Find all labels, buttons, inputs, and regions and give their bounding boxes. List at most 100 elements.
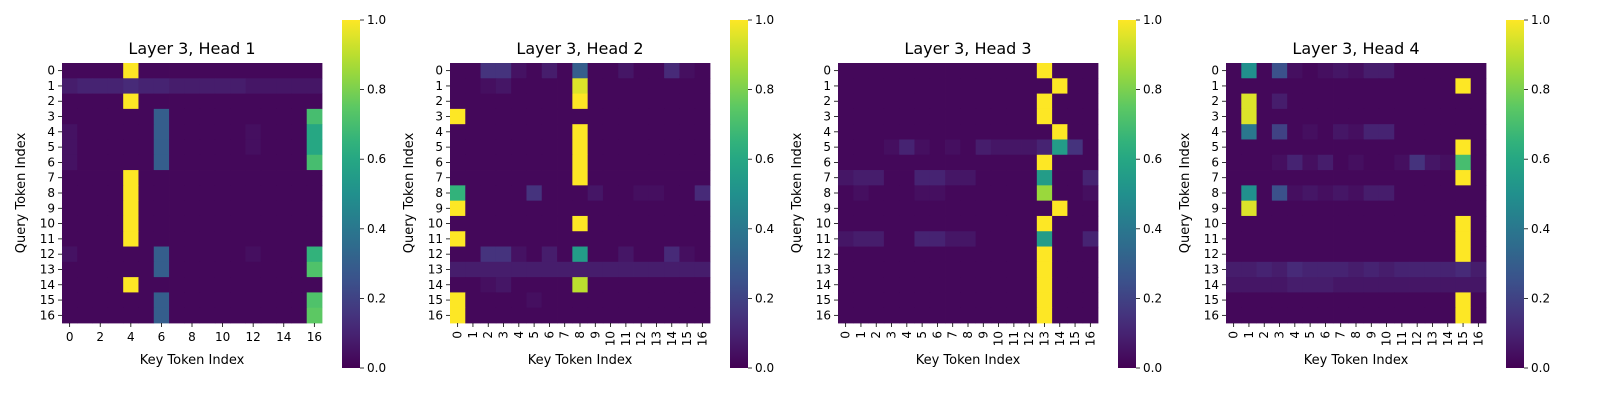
heatmap-cell-2-3: [883, 93, 900, 110]
heatmap-cell-11-7: [1333, 231, 1349, 247]
heatmap-cell-14-2: [1256, 277, 1273, 293]
heatmap-cell-16-10: [990, 307, 1007, 324]
heatmap-cell-15-0: [838, 292, 854, 309]
heatmap-cell-13-13: [260, 261, 277, 278]
heatmap-cell-0-14: [276, 63, 292, 79]
heatmap-cell-13-9: [1363, 261, 1380, 278]
heatmap-cell-15-10: [1378, 292, 1395, 309]
heatmap-cell-6-11: [230, 154, 246, 171]
heatmap-cell-3-3: [1271, 108, 1288, 125]
heatmap-cell-16-14: [664, 307, 680, 324]
heatmap-cell-13-14: [1052, 261, 1068, 278]
heatmap-cell-14-2: [868, 277, 885, 293]
heatmap-cell-6-1: [1241, 154, 1257, 171]
heatmap-cell-3-7: [945, 108, 961, 125]
heatmap-cell-6-10: [602, 154, 619, 171]
y-tick-label: 13: [816, 262, 831, 276]
heatmap-cell-9-14: [276, 200, 292, 217]
heatmap-cell-9-4: [123, 200, 139, 217]
x-tick-label: 11: [619, 331, 633, 346]
heatmap-cell-1-8: [184, 78, 201, 94]
heatmap-cell-16-15: [1067, 307, 1084, 324]
heatmap-cell-7-14: [664, 170, 680, 186]
heatmap-cell-1-14: [276, 78, 292, 94]
y-tick-label: 15: [816, 293, 831, 307]
heatmap-cell-2-16: [306, 93, 323, 110]
x-tick-label: 4: [900, 331, 914, 339]
heatmap-cell-15-3: [495, 292, 512, 309]
heatmap-cell-0-16: [694, 63, 711, 79]
heatmap-cell-5-16: [306, 139, 323, 156]
heatmap-cell-14-11: [618, 277, 634, 293]
heatmap-cell-5-8: [1348, 139, 1365, 156]
heatmap-cell-16-1: [77, 307, 93, 324]
heatmap-cell-13-2: [868, 261, 885, 278]
heatmap-cell-14-4: [899, 277, 915, 293]
heatmap-cell-3-1: [77, 108, 93, 125]
heatmap-cell-15-16: [1470, 292, 1487, 309]
heatmap-cell-5-0: [1226, 139, 1242, 156]
heatmap-cell-16-6: [1317, 307, 1334, 324]
heatmap-cell-1-13: [1036, 78, 1053, 94]
heatmap-cell-4-12: [1021, 124, 1038, 140]
heatmap-cell-8-3: [1271, 185, 1288, 202]
heatmap-cell-4-1: [853, 124, 869, 140]
heatmap-cell-2-15: [1455, 93, 1472, 110]
heatmap-cell-2-3: [495, 93, 512, 110]
heatmap-cell-7-3: [883, 170, 900, 186]
heatmap-cell-5-1: [1241, 139, 1257, 156]
heatmap-cell-5-2: [480, 139, 497, 156]
heatmap-cell-8-2: [480, 185, 497, 202]
heatmap-cell-13-1: [465, 261, 481, 278]
heatmap-cell-6-6: [153, 154, 170, 171]
heatmap-cell-14-13: [1036, 277, 1053, 293]
heatmap-cell-8-14: [276, 185, 292, 202]
heatmap-cell-13-3: [1271, 261, 1288, 278]
heatmap-cell-13-13: [1424, 261, 1441, 278]
y-tick-label: 4: [1211, 125, 1219, 139]
heatmap-cell-1-16: [306, 78, 323, 94]
heatmap-cell-1-3: [1271, 78, 1288, 94]
heatmap-cell-16-10: [1378, 307, 1395, 324]
heatmap-cell-6-5: [1302, 154, 1319, 171]
heatmap-cell-1-7: [169, 78, 185, 94]
heatmap-cell-3-10: [602, 108, 619, 125]
heatmap-cell-5-5: [914, 139, 931, 156]
x-tick-label: 16: [1083, 331, 1097, 346]
heatmap-cell-11-8: [960, 231, 977, 247]
heatmap-cell-0-12: [245, 63, 262, 79]
heatmap-cell-15-16: [1082, 292, 1099, 309]
heatmap-cell-12-5: [914, 246, 931, 263]
heatmap-cell-16-1: [853, 307, 869, 324]
heatmap-cell-6-13: [1424, 154, 1441, 171]
heatmap-cell-16-3: [1271, 307, 1288, 324]
heatmap-cell-4-16: [694, 124, 711, 140]
heatmap-cell-10-9: [1363, 215, 1380, 232]
heatmap-cell-15-9: [587, 292, 604, 309]
heatmap-cell-4-7: [557, 124, 573, 140]
heatmap-cell-16-12: [633, 307, 650, 324]
heatmap-cell-0-0: [838, 63, 854, 79]
heatmap-cell-2-7: [169, 93, 185, 110]
heatmap-cell-6-1: [853, 154, 869, 171]
heatmap-cell-8-0: [62, 185, 78, 202]
heatmap-cell-16-2: [1256, 307, 1273, 324]
heatmap-cell-14-7: [1333, 277, 1349, 293]
y-tick-label: 11: [428, 232, 443, 246]
colorbar-tick-label: 0.0: [1143, 361, 1162, 375]
heatmap-cell-0-3: [107, 63, 124, 79]
heatmap-cell-7-10: [602, 170, 619, 186]
heatmap-cell-1-12: [1021, 78, 1038, 94]
heatmap-cell-10-3: [1271, 215, 1288, 232]
heatmap-cell-16-16: [306, 307, 323, 324]
x-tick-label: 1: [466, 331, 480, 339]
heatmap-cell-9-7: [169, 200, 185, 217]
heatmap-cell-9-10: [602, 200, 619, 217]
heatmap-cell-10-2: [1256, 215, 1273, 232]
heatmap-cell-10-14: [664, 215, 680, 232]
heatmap-cell-4-12: [245, 124, 262, 140]
heatmap-cell-1-11: [1006, 78, 1022, 94]
heatmap-cell-0-15: [1067, 63, 1084, 79]
heatmap-cell-7-4: [123, 170, 139, 186]
heatmap-cell-10-12: [245, 215, 262, 232]
